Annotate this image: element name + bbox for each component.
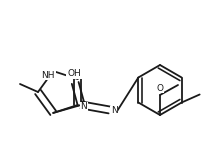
Text: N: N (111, 106, 118, 116)
Text: OH: OH (67, 69, 81, 78)
Text: NH: NH (41, 71, 55, 80)
Text: O: O (157, 83, 164, 93)
Text: N: N (80, 102, 87, 111)
